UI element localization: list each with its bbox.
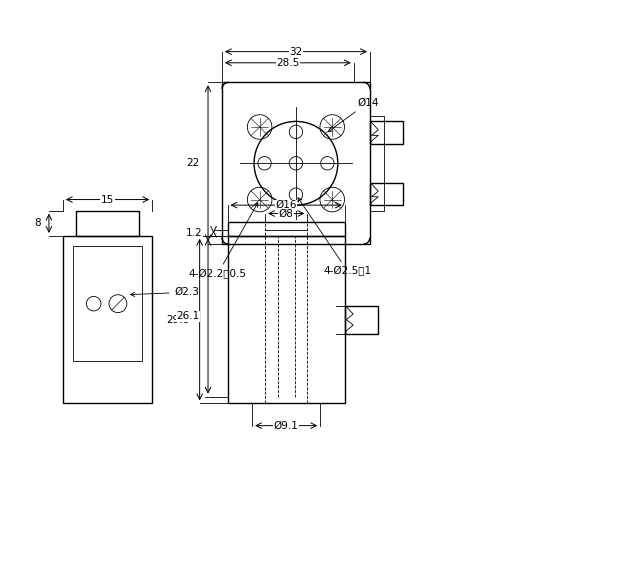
Text: 4-Ø2.2深0.5: 4-Ø2.2深0.5 xyxy=(188,203,258,279)
Bar xyxy=(222,82,370,244)
Text: Ø2.3: Ø2.3 xyxy=(131,287,199,297)
Text: 4-Ø2.5深1: 4-Ø2.5深1 xyxy=(298,197,372,277)
Text: Ø14: Ø14 xyxy=(328,98,379,132)
Bar xyxy=(77,211,139,236)
Text: Ø9.1: Ø9.1 xyxy=(274,421,299,431)
Bar xyxy=(370,116,384,211)
Bar xyxy=(228,222,345,236)
Text: 22: 22 xyxy=(186,158,200,168)
Text: 15: 15 xyxy=(101,195,114,205)
Text: 1.2: 1.2 xyxy=(186,228,202,238)
Text: 8: 8 xyxy=(34,218,41,228)
Bar xyxy=(370,183,404,205)
Text: 26.1: 26.1 xyxy=(176,311,200,321)
Bar xyxy=(63,236,152,403)
Bar xyxy=(73,246,142,361)
Text: Ø16: Ø16 xyxy=(275,200,297,210)
Text: Ø8: Ø8 xyxy=(279,209,294,219)
Text: 29.8: 29.8 xyxy=(167,315,189,325)
Text: 32: 32 xyxy=(289,47,302,57)
Bar xyxy=(370,121,404,144)
Bar xyxy=(345,306,378,334)
Bar xyxy=(228,236,345,403)
Text: 28.5: 28.5 xyxy=(276,58,299,68)
